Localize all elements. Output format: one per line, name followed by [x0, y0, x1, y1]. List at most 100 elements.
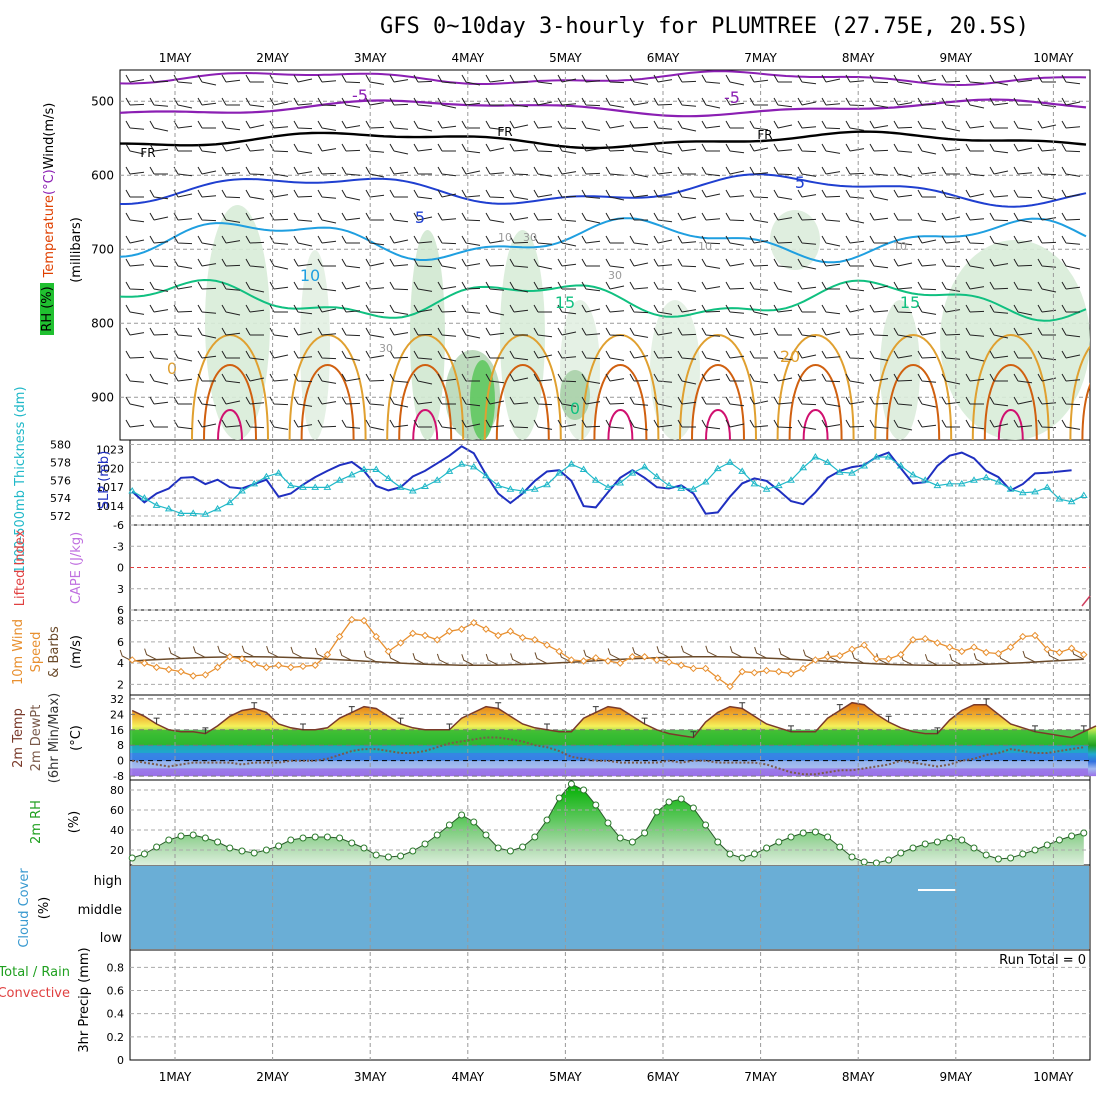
wind-barb — [341, 143, 361, 152]
wind-barb — [485, 120, 505, 131]
contour-30 — [802, 409, 829, 440]
wind-barb — [389, 327, 409, 336]
wind-speed-point — [799, 664, 807, 673]
rh-point — [445, 821, 453, 829]
temp-minmax-bar — [1080, 725, 1087, 732]
wind-barb — [605, 373, 625, 382]
rh-point — [201, 834, 209, 842]
wind-barb — [173, 373, 193, 382]
wind-barb — [1037, 327, 1056, 336]
wind-barb — [653, 235, 673, 244]
wind-barb — [245, 258, 265, 268]
wind-barb — [869, 327, 889, 337]
wind-barb — [557, 212, 577, 222]
thickness-point — [750, 479, 759, 487]
thickness-tick: 572 — [50, 510, 71, 523]
temp-minmax-bar — [300, 723, 306, 730]
wind-barb — [389, 189, 408, 198]
wind-speed-point — [628, 653, 637, 661]
thickness-point — [823, 458, 832, 465]
wind-barb — [893, 143, 913, 153]
wind-barb — [317, 74, 337, 83]
wind-barb — [197, 350, 217, 359]
surface-wind-barb — [290, 646, 304, 659]
wind-barb — [1013, 189, 1033, 199]
contour-5 — [120, 173, 1087, 208]
thickness-point — [299, 483, 307, 490]
wind-barb — [869, 258, 889, 269]
lifted-index-line — [1081, 595, 1091, 607]
wind-barb — [413, 143, 433, 152]
wind-speed-point — [848, 645, 856, 654]
rh-point — [982, 851, 990, 859]
wind-barb — [269, 419, 289, 430]
wind-barb — [605, 212, 625, 221]
wind-barb — [941, 327, 961, 336]
rh-point — [543, 816, 551, 824]
wind-barb — [389, 97, 409, 106]
wind-barb — [149, 327, 169, 336]
surface-wind-barb — [363, 650, 377, 663]
wind-speed-point — [396, 639, 405, 647]
wind-barb — [869, 350, 889, 361]
wind-barb — [485, 143, 505, 152]
wind-barb — [149, 258, 169, 268]
wind-barb — [197, 143, 217, 154]
wind-speed-point — [1031, 631, 1039, 640]
wind-barb — [509, 166, 529, 176]
wind-speed-point — [1019, 632, 1027, 641]
dewpoint-line — [132, 736, 1084, 776]
wind-barb — [725, 189, 745, 198]
temp-line — [131, 701, 1097, 739]
temp-minmax-bar — [202, 727, 209, 734]
wind-speed-point — [787, 670, 795, 678]
wind-barb — [437, 166, 457, 177]
wind-barb — [461, 281, 481, 290]
wind-barb — [149, 212, 169, 221]
wind-barb — [197, 212, 217, 222]
wind-speed-point — [884, 655, 893, 663]
wind-speed-point — [1055, 648, 1064, 657]
wind-barb — [197, 304, 217, 314]
wind-barb — [413, 235, 433, 244]
rh-ylabel-2: (%) — [67, 811, 82, 834]
wind-barb — [413, 97, 433, 107]
wind-barb — [173, 97, 193, 109]
slp-ylabel: SLP (mb) — [97, 451, 112, 510]
thickness-point — [799, 463, 808, 471]
wind-speed-point — [506, 627, 515, 635]
rh-point — [287, 836, 295, 844]
wind-barb — [773, 373, 793, 382]
wind-barb — [341, 212, 361, 221]
wind-barb — [341, 74, 361, 84]
rh-point — [250, 849, 258, 857]
wind-barb — [797, 258, 817, 270]
thickness-point — [774, 481, 783, 489]
wind-barb — [581, 166, 601, 175]
wind-barb — [1037, 235, 1057, 244]
temp-minmax-bar — [690, 731, 697, 738]
contour-15 — [120, 278, 1087, 322]
temp-minmax-bar — [397, 717, 404, 724]
wind-barb — [341, 258, 361, 269]
wind-barb — [413, 189, 433, 200]
wind-barb — [677, 143, 697, 152]
wind-barb — [461, 396, 481, 407]
wind-barb — [869, 235, 888, 244]
wind-barb — [317, 235, 337, 244]
wind-barb — [221, 97, 240, 106]
wind-speed-point — [238, 655, 246, 663]
thickness-point — [726, 458, 734, 465]
temp-tick: 16 — [110, 724, 124, 737]
rh-point — [1055, 836, 1063, 844]
contour-25 — [1081, 382, 1090, 440]
temp-minmax-bar — [641, 717, 648, 724]
contour-label: 0 — [167, 359, 177, 378]
wind-barb — [461, 235, 481, 246]
thickness-point — [628, 469, 637, 476]
wind-barb — [965, 212, 985, 221]
thickness-point — [128, 487, 137, 494]
date-label-top: 9MAY — [939, 51, 972, 65]
contour-label: FR — [497, 125, 512, 139]
